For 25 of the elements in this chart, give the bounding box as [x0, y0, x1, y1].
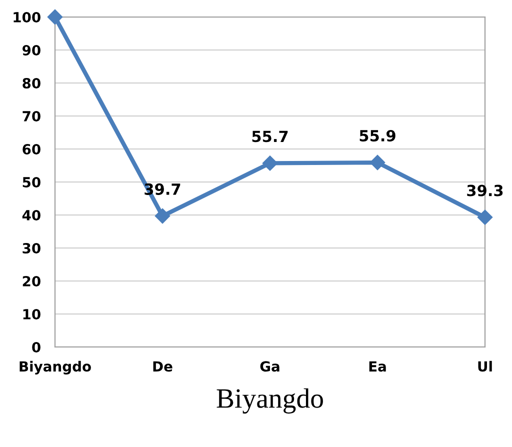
y-tick-label: 60	[22, 144, 40, 154]
data-label: 55.7	[252, 130, 288, 142]
y-tick-label: 10	[23, 308, 40, 320]
x-tick-label: Biyangdo	[20, 360, 91, 374]
y-tick-label: 50	[22, 176, 40, 188]
x-axis-title: Biyangdo	[216, 388, 323, 414]
data-label: 55.9	[360, 130, 396, 142]
y-tick-label: 100	[14, 12, 40, 22]
y-tick-label: 20	[22, 276, 40, 286]
x-tick-label: Ea	[369, 361, 386, 372]
y-tick-label: 90	[22, 44, 40, 56]
point	[370, 154, 386, 170]
y-tick-label: 40	[22, 210, 40, 220]
x-tick-label: De	[153, 361, 172, 372]
y-tick-label: 30	[22, 242, 40, 254]
point	[477, 210, 493, 225]
x-tick-label: Ga	[260, 361, 280, 372]
point	[47, 9, 63, 25]
y-tick-label: 70	[22, 110, 40, 122]
point	[262, 156, 278, 171]
data-label: 39.3	[467, 184, 503, 196]
point	[154, 208, 170, 224]
y-tick-label: 0	[32, 342, 40, 352]
x-tick-label: Ul	[478, 360, 492, 372]
y-tick-label: 80	[22, 78, 40, 88]
